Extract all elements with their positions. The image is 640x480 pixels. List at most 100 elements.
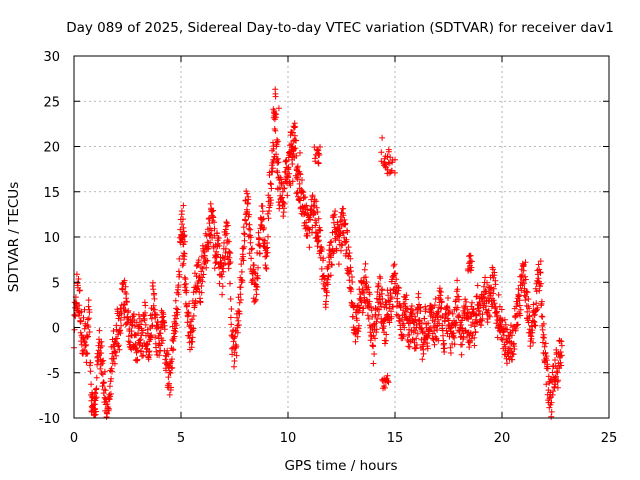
data-point: [378, 158, 385, 165]
data-point: [200, 271, 207, 278]
data-point: [281, 185, 288, 192]
data-point: [163, 367, 169, 374]
data-point: [355, 322, 362, 329]
data-point: [76, 312, 82, 319]
y-tick-label: 25: [43, 95, 60, 110]
data-point: [293, 190, 300, 197]
data-point: [375, 282, 382, 289]
data-point: [225, 238, 232, 245]
data-point: [180, 241, 187, 248]
data-point: [140, 327, 146, 334]
data-point: [314, 243, 321, 250]
data-point: [195, 257, 202, 264]
data-point: [446, 308, 453, 315]
data-point: [558, 352, 565, 359]
data-point: [165, 374, 172, 381]
data-point: [264, 249, 271, 256]
data-point: [239, 277, 246, 284]
data-point: [175, 282, 182, 289]
data-point: [222, 245, 229, 252]
data-point: [182, 284, 189, 291]
data-point: [270, 106, 277, 113]
data-point: [151, 306, 158, 313]
data-point: [484, 279, 490, 286]
data-point: [518, 287, 525, 294]
data-point: [313, 204, 320, 211]
data-point: [142, 309, 149, 316]
data-point: [166, 369, 173, 376]
data-point: [454, 304, 461, 311]
data-point: [146, 352, 153, 358]
data-point: [199, 278, 206, 285]
data-point: [504, 360, 510, 367]
data-point: [302, 194, 309, 201]
data-point: [90, 411, 97, 418]
data-point: [554, 384, 561, 391]
data-point: [392, 270, 399, 277]
data-point: [274, 136, 280, 143]
data-point: [219, 291, 226, 298]
data-point: [317, 143, 323, 150]
data-point: [377, 275, 384, 282]
data-point: [539, 339, 546, 346]
data-point: [172, 328, 179, 335]
data-point: [482, 274, 489, 281]
data-point: [198, 283, 205, 289]
data-point: [186, 300, 193, 307]
data-point: [204, 257, 211, 264]
data-point: [267, 197, 274, 204]
data-point: [360, 305, 367, 312]
data-point: [161, 326, 168, 333]
data-point: [406, 343, 413, 350]
data-point: [99, 360, 106, 367]
data-point: [314, 230, 320, 237]
data-point: [349, 279, 356, 285]
data-point: [548, 399, 555, 406]
y-axis-label: SDTVAR / TECUs: [6, 182, 22, 292]
data-point: [413, 335, 420, 342]
data-point: [504, 326, 511, 333]
data-point: [165, 364, 172, 371]
data-point: [328, 238, 335, 245]
data-point: [384, 314, 391, 321]
data-point: [93, 385, 100, 392]
data-point: [544, 365, 551, 372]
data-point: [445, 295, 451, 301]
data-point: [198, 289, 205, 296]
data-point: [340, 205, 347, 212]
data-point: [88, 381, 95, 388]
data-point: [528, 335, 535, 342]
data-point: [338, 241, 345, 248]
data-point: [508, 348, 515, 354]
data-point: [436, 320, 443, 327]
data-point: [471, 342, 478, 349]
y-tick-label: -5: [47, 367, 60, 382]
data-point: [379, 134, 386, 141]
data-point: [554, 369, 561, 376]
data-point: [120, 301, 127, 308]
data-point: [235, 308, 242, 314]
data-point: [272, 127, 279, 134]
data-point: [85, 303, 92, 310]
data-point: [153, 348, 160, 355]
data-point: [251, 269, 258, 276]
x-axis-label: GPS time / hours: [284, 458, 397, 474]
data-point: [381, 375, 388, 382]
data-point: [413, 322, 420, 328]
data-point: [283, 158, 290, 165]
data-point: [246, 221, 253, 228]
data-point: [459, 326, 466, 333]
data-point: [214, 230, 221, 237]
data-point: [320, 255, 327, 262]
data-point: [267, 180, 274, 187]
data-point: [291, 132, 298, 139]
data-point: [388, 313, 395, 320]
data-point: [289, 153, 296, 160]
data-point: [154, 312, 160, 318]
data-point: [555, 377, 562, 384]
data-point: [198, 268, 205, 275]
data-point: [474, 282, 481, 289]
data-point: [311, 210, 318, 217]
data-point: [116, 346, 123, 353]
